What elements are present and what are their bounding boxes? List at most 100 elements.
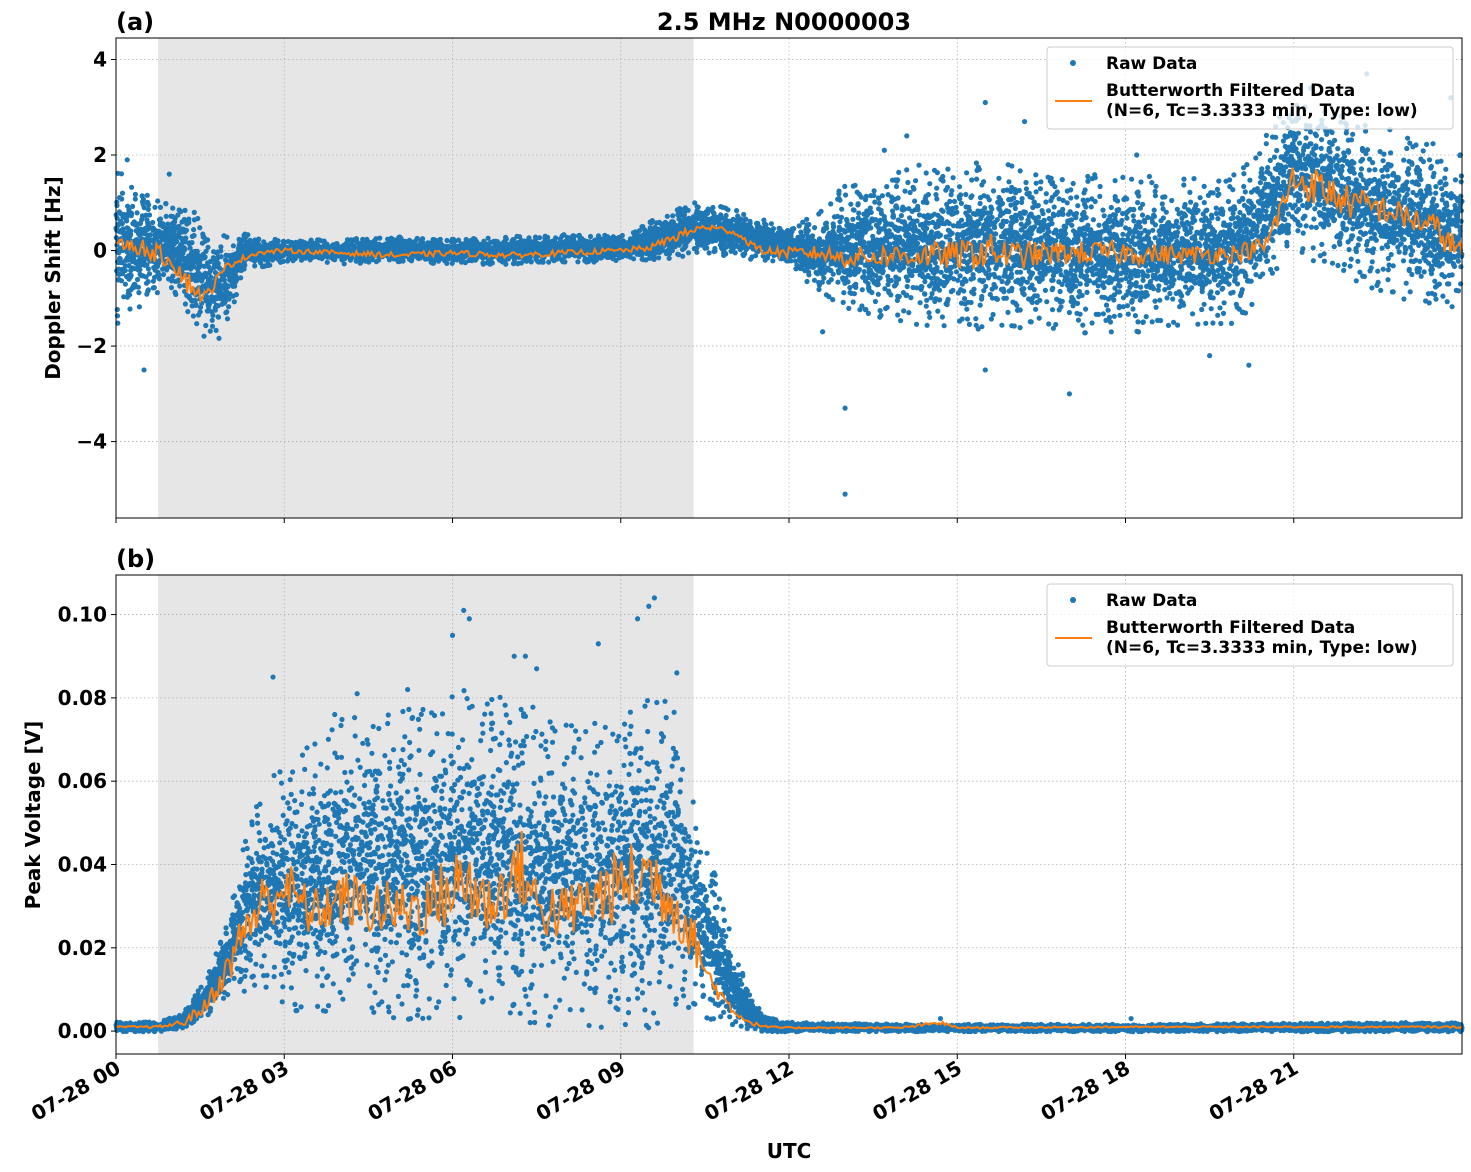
raw-data-point [934,196,940,202]
raw-data-point [986,197,992,203]
raw-data-point [203,248,209,254]
raw-data-point [124,218,130,224]
raw-data-point [205,244,211,250]
raw-data-point [1046,229,1052,235]
raw-data-point [197,304,204,310]
raw-data-point [909,272,915,279]
raw-data-point [868,225,874,231]
raw-data-point [120,226,126,232]
raw-data-point [872,199,878,205]
raw-data-point [1059,261,1065,267]
raw-data-point [956,184,963,190]
raw-data-point [949,230,955,236]
raw-data-point [130,203,136,209]
raw-data-point [1051,204,1057,210]
raw-data-point [1012,205,1018,212]
raw-data-point [1034,293,1040,299]
raw-data-point [848,201,854,207]
raw-data-point [898,213,905,219]
raw-data-point [191,232,197,239]
raw-data-point [958,200,965,206]
raw-data-point [1031,287,1037,293]
raw-data-point [861,273,867,279]
raw-data-point [208,274,214,280]
raw-data-point [867,205,873,211]
raw-data-point [134,210,140,216]
raw-data-point [209,323,216,329]
panel-a: 420−2−4 (a) 2.5 MHz N0000003 Doppler Shi… [41,8,1465,523]
raw-data-point [210,312,216,318]
raw-data-point [977,200,983,207]
night-shading [158,38,694,518]
raw-data-point [1053,228,1059,234]
raw-data-point [914,240,921,246]
raw-data-point [861,269,867,275]
raw-data-point [201,263,207,269]
raw-data-point [976,220,982,227]
raw-data-point [989,214,995,220]
raw-data-point [970,275,977,281]
raw-data-point [1035,214,1042,220]
raw-data-point [191,227,197,233]
raw-data-point [974,176,980,182]
raw-data-point [209,317,215,323]
raw-data-point [890,214,897,220]
raw-data-point [1049,221,1055,227]
raw-data-point [1040,211,1046,217]
raw-data-point [990,188,997,194]
raw-data-point [953,269,960,275]
raw-data-point [1063,224,1069,230]
raw-data-point [1060,206,1066,212]
raw-data-point [187,245,193,251]
raw-data-point [225,283,231,289]
raw-data-point [203,293,210,300]
raw-data-point [951,198,958,204]
raw-data-point [940,208,946,214]
raw-data-point [1042,287,1048,293]
raw-data-point [963,278,969,284]
raw-data-point [122,263,128,269]
raw-data-point [861,239,867,245]
raw-data-point [914,218,920,224]
raw-data-point [1057,267,1063,273]
raw-data-point [230,243,236,249]
raw-data-point [138,226,144,232]
raw-data-point [963,191,969,198]
raw-data-point [999,278,1005,285]
raw-data-point [1021,291,1027,298]
raw-data-point [221,277,227,283]
raw-data-point [989,206,995,212]
raw-data-point [904,283,910,290]
raw-data-point [215,314,222,320]
raw-data-point [843,192,849,198]
raw-data-point [1018,215,1024,221]
raw-data-point [937,232,944,238]
raw-data-point [226,296,232,302]
raw-data-point [929,229,935,235]
raw-data-point [1068,267,1074,273]
raw-data-point [213,327,219,333]
raw-data-point [207,258,214,265]
raw-data-point [940,240,946,246]
raw-data-point [122,281,128,287]
raw-data-point [955,277,961,283]
raw-data-point [152,274,158,280]
raw-data-point [1050,277,1056,283]
raw-data-point [912,198,918,204]
raw-data-point [1021,286,1027,292]
raw-data-point [1029,282,1035,288]
raw-data-point [1043,191,1049,197]
raw-data-point [993,231,999,237]
raw-data-point [182,246,188,252]
raw-data-point [202,254,208,260]
raw-data-point [218,254,224,260]
raw-data-point [183,227,189,233]
raw-data-point [1069,222,1075,228]
raw-data-point [1045,208,1052,214]
raw-data-point [962,253,968,259]
raw-data-point [873,273,879,279]
raw-data-point [925,192,932,198]
raw-data-point [1064,200,1070,206]
raw-data-point [877,275,883,281]
